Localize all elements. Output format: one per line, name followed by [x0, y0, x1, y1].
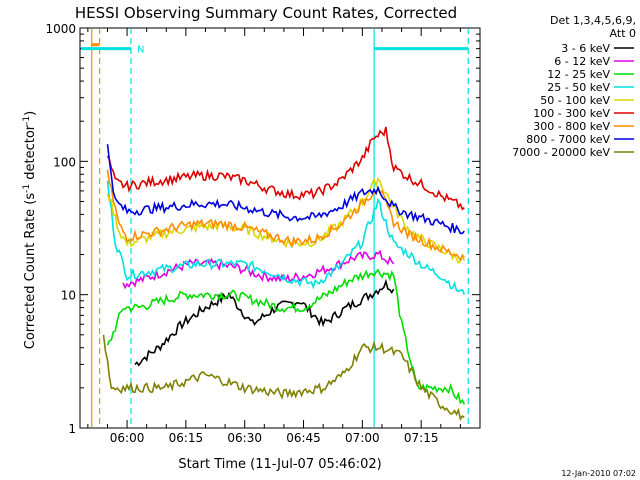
x-tick-label: 06:15: [169, 431, 204, 445]
x-tick-label: 06:00: [110, 431, 145, 445]
legend-header-line1: Det 1,3,4,5,6,9,: [550, 14, 636, 27]
y-axis-label-sup1: -1: [22, 184, 32, 193]
series-line-50-100-kev: [106, 177, 466, 265]
legend-entry-label: 800 - 7000 keV: [526, 133, 610, 146]
legend-entry-label: 100 - 300 keV: [533, 107, 610, 120]
y-tick-label: 10: [61, 289, 76, 303]
plot-frame: [79, 27, 481, 429]
y-tick-label: 100: [53, 155, 76, 169]
y-axis-label: Corrected Count Rate (s-1 detector-1): [22, 111, 38, 349]
legend-entry-label: 50 - 100 keV: [540, 94, 610, 107]
plot-series-group: [81, 29, 469, 427]
legend-entry-label: 25 - 50 keV: [547, 81, 610, 94]
legend-entry-label: 300 - 800 keV: [533, 120, 610, 133]
legend-entry-label: 3 - 6 keV: [561, 42, 610, 55]
y-axis-label-sup2: -1: [22, 116, 32, 125]
series-line-7000-20000-kev: [102, 334, 465, 421]
x-tick-label: 06:30: [227, 431, 262, 445]
legend-entry-label: 6 - 12 keV: [554, 55, 610, 68]
series-line-800-7000-kev: [106, 144, 465, 235]
y-tick-label: 1: [68, 422, 76, 436]
x-tick-label: 07:15: [404, 431, 439, 445]
series-line-3-6-kev: [134, 278, 395, 367]
x-tick-label: 07:00: [345, 431, 380, 445]
y-tick-label: 1000: [45, 22, 76, 36]
legend-entry-label: 7000 - 20000 keV: [512, 146, 610, 159]
x-axis-label: Start Time (11-Jul-07 05:46:02): [178, 457, 381, 472]
series-line-6-12-kev: [122, 249, 395, 290]
y-axis-label-end: ): [23, 111, 38, 116]
footer-timestamp: 12-Jan-2010 07:02: [561, 469, 636, 478]
y-axis-label-main: Corrected Count Rate (s: [23, 193, 38, 350]
y-axis-label-mid: detector: [23, 124, 38, 184]
series-line-12-25-kev: [106, 268, 466, 405]
series-line-25-50-kev: [106, 180, 466, 295]
flag-label-n: N: [137, 45, 144, 56]
legend-entry-label: 12 - 25 keV: [547, 68, 610, 81]
chart-title: HESSI Observing Summary Count Rates, Cor…: [75, 4, 457, 22]
legend-header-line2: Att 0: [610, 27, 636, 40]
series-line-100-300-kev: [106, 126, 465, 211]
series-line-300-800-kev: [106, 169, 465, 262]
x-tick-label: 06:45: [286, 431, 321, 445]
plot-area: 1 10 100 1000 06:00 06:15 06:30 06:45 07:00 07:15…: [45, 22, 481, 445]
